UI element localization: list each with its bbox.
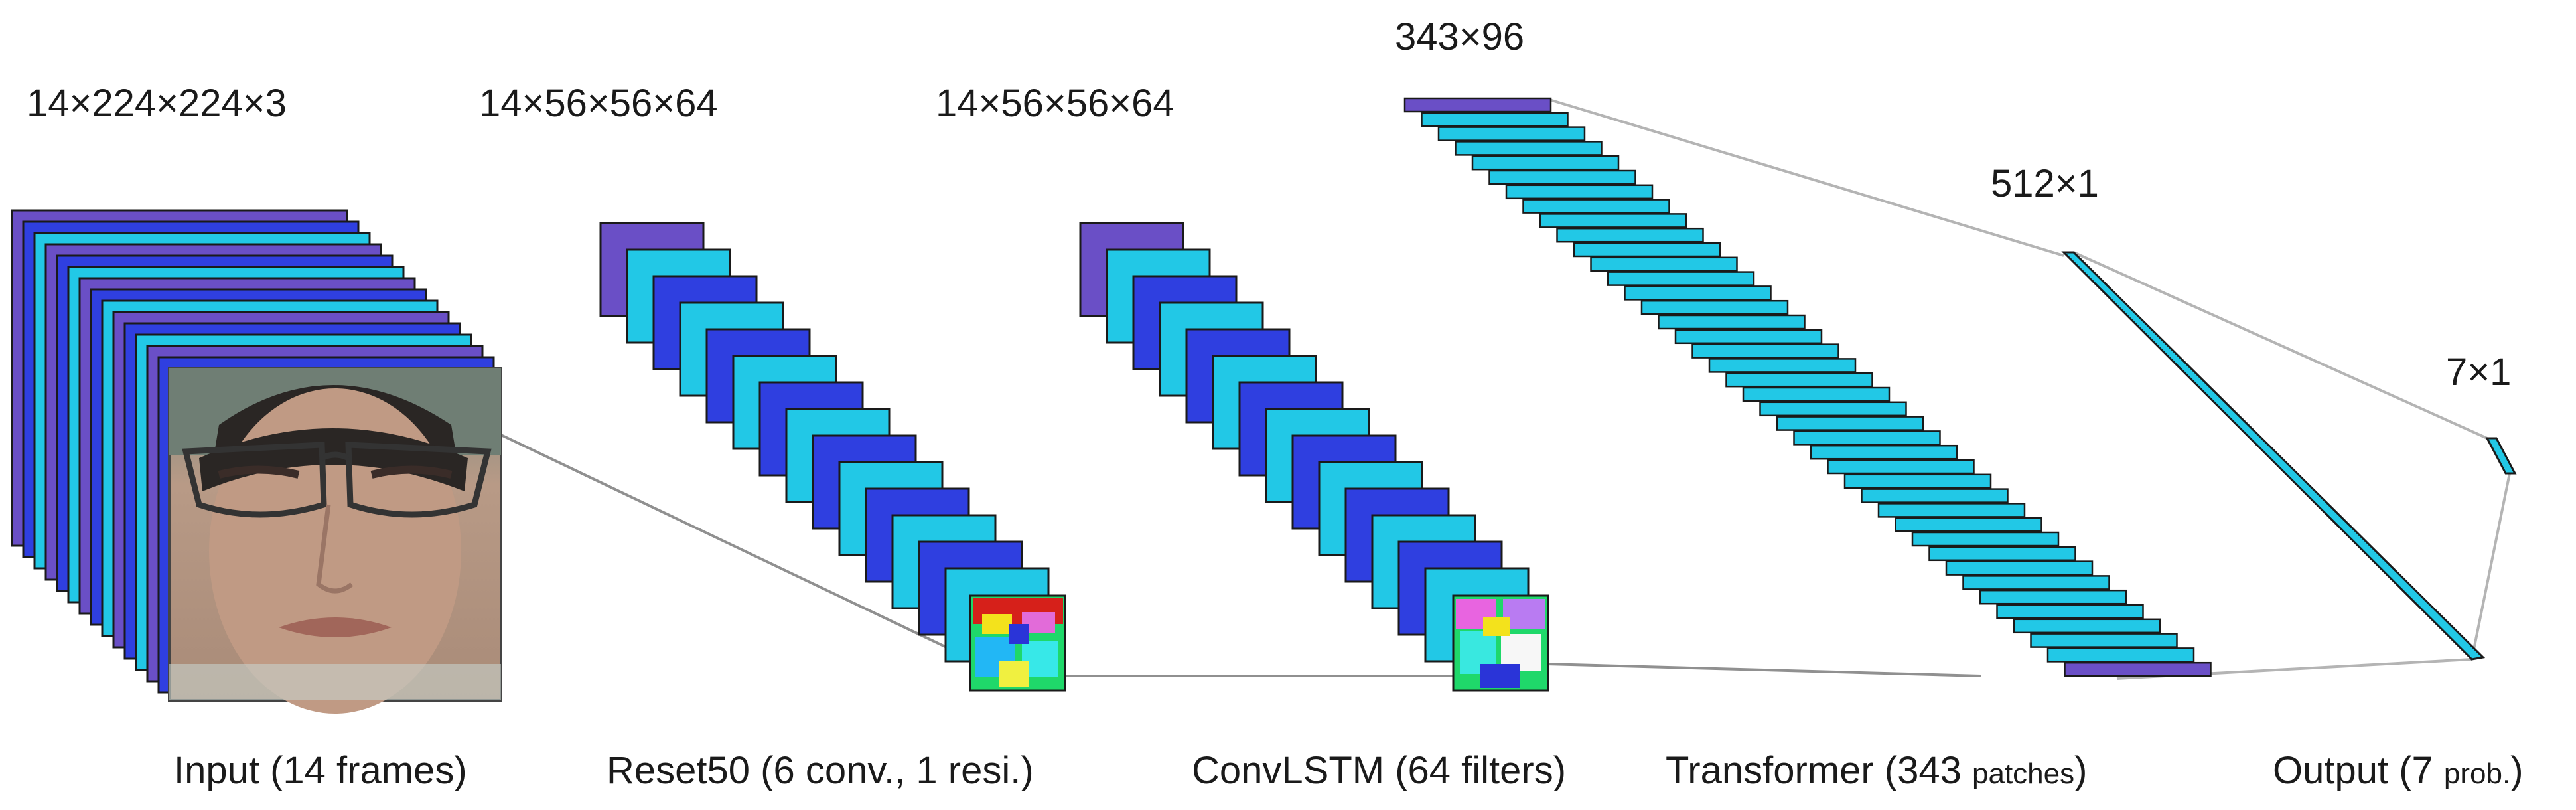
output-caption-main: Output (7 — [2273, 749, 2444, 792]
transformer-patch-layer — [1573, 242, 1721, 258]
input-dims-label: 14×224×224×3 — [27, 82, 287, 125]
transformer-patch-layer — [1556, 227, 1704, 243]
output-caption-small: prob. — [2444, 758, 2510, 790]
convlstm-feature-stack — [1079, 222, 1530, 663]
transformer-top-to-dense-connector — [1549, 98, 2064, 257]
transformer-patch-layer — [1759, 401, 1907, 417]
dense-top-to-output-connector — [2073, 251, 2488, 440]
dense-bottom-to-output-connector — [2470, 473, 2511, 660]
transformer-patch-layer — [1996, 604, 2144, 619]
transformer-patch-layer — [1793, 430, 1941, 446]
transformer-patch-layer — [1877, 503, 2026, 518]
convlstm-dims-label: 14×56×56×64 — [936, 82, 1175, 125]
transformer-patch-layer — [1945, 560, 2094, 576]
transformer-patch-layer — [1539, 213, 1687, 228]
transformer-patch-layer — [1403, 97, 1552, 113]
transformer-patch-layer — [1437, 126, 1586, 141]
transformer-patch-layer — [1827, 459, 1975, 475]
dense-dims-label: 512×1 — [1991, 162, 2099, 205]
transformer-patch-layer — [1590, 256, 1738, 272]
transformer-caption-main: Transformer (343 — [1666, 749, 1972, 792]
transformer-patch-layer — [1962, 575, 2110, 590]
transformer-patch-layer — [2030, 633, 2178, 648]
resnet-feature-map-icon — [969, 594, 1066, 692]
transformer-patch-layer — [1471, 155, 1620, 171]
transformer-patch-layer — [1624, 285, 1772, 301]
transformer-patch-layer — [1658, 314, 1806, 330]
output-caption: Output (7 prob.) — [2273, 749, 2524, 792]
transformer-patch-layer — [1607, 271, 1755, 286]
transformer-patch-layer — [1522, 199, 1670, 214]
transformer-patch-layer — [1708, 358, 1857, 373]
connector-lines — [500, 98, 2511, 680]
transformer-patch-layer — [1640, 299, 1789, 315]
input-caption: Input (14 frames) — [174, 749, 467, 792]
transformer-patch-layer — [1674, 329, 1823, 345]
transformer-patch-layer — [2046, 647, 2195, 663]
transformer-patch-layer — [1421, 112, 1569, 127]
transformer-patch-layer — [1895, 517, 2042, 532]
transformer-patch-layer — [1776, 416, 1924, 431]
transformer-patch-layer — [1505, 184, 1654, 200]
transformer-caption-tail: ) — [2074, 749, 2087, 792]
transformer-patch-layer — [1810, 444, 1958, 460]
resnet-dims-label: 14×56×56×64 — [479, 82, 718, 125]
transformer-patch-layer — [1725, 372, 1873, 388]
stage-captions: Input (14 frames) Reset50 (6 conv., 1 re… — [174, 749, 2524, 792]
face-photo-icon — [168, 367, 502, 714]
convlstm-caption: ConvLSTM (64 filters) — [1192, 749, 1566, 792]
transformer-patch-layer — [1691, 343, 1839, 359]
transformer-patch-layer — [1928, 546, 2076, 562]
transformer-patch-layer — [1455, 141, 1603, 156]
dimension-labels: 14×224×224×3 14×56×56×64 14×56×56×64 343… — [27, 15, 2511, 394]
input-to-resnet-connector — [500, 434, 971, 660]
dense-512-bar — [2061, 251, 2486, 661]
transformer-caption: Transformer (343 patches) — [1666, 749, 2087, 792]
transformer-patch-stack — [1403, 97, 2212, 677]
transformer-caption-small: patches — [1972, 758, 2074, 790]
transformer-patch-layer — [1843, 473, 1992, 489]
output-caption-tail: ) — [2510, 749, 2523, 792]
transformer-patch-layer — [2013, 618, 2161, 634]
resnet-caption: Reset50 (6 conv., 1 resi.) — [607, 749, 1034, 792]
convlstm-feature-map-icon — [1452, 594, 1549, 692]
output-dims-label: 7×1 — [2446, 351, 2511, 394]
transformer-patch-layer — [1911, 531, 2060, 547]
transformer-dims-label: 343×96 — [1395, 15, 1524, 58]
convlstm-to-transformer-connector — [1545, 663, 1981, 677]
transformer-patch-layer — [1979, 589, 2127, 605]
transformer-patch-layer — [1742, 386, 1891, 402]
transformer-patch-layer — [1488, 169, 1636, 185]
transformer-patch-layer — [1861, 488, 2009, 503]
output-7-bar — [2485, 437, 2517, 475]
transformer-patch-layer — [2064, 661, 2212, 677]
